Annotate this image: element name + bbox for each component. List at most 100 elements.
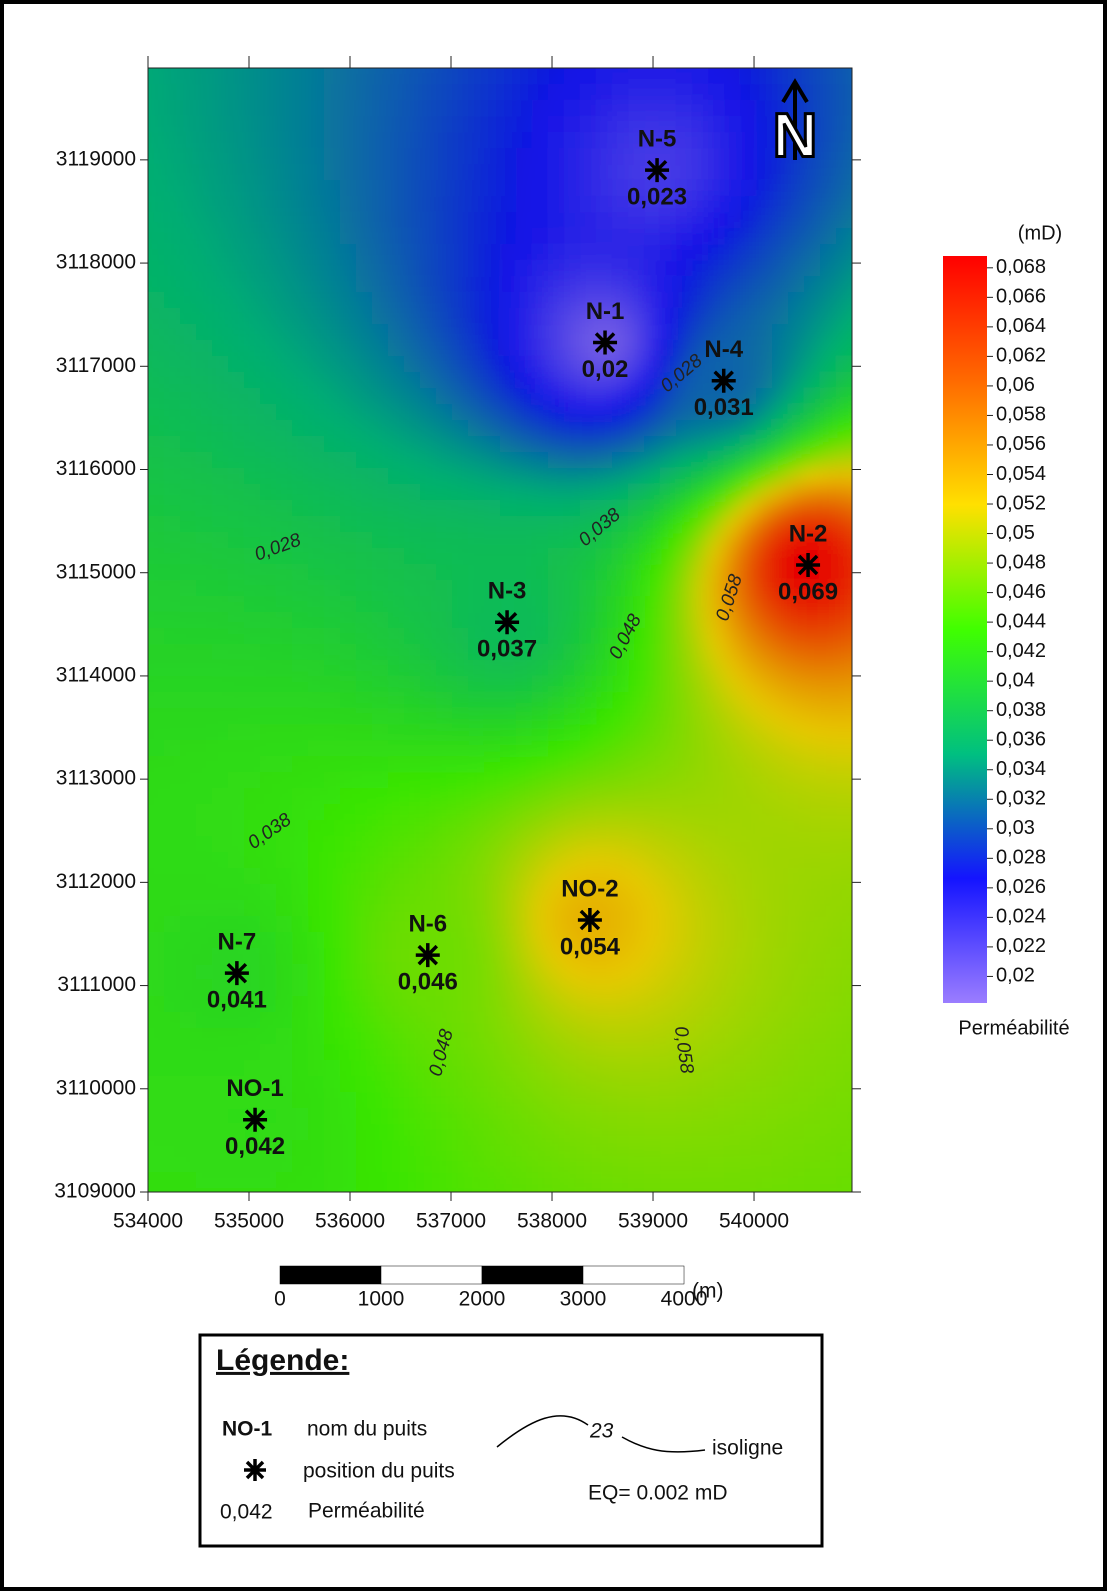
heat-cell — [772, 548, 789, 565]
heat-cell — [116, 532, 133, 549]
heat-cell — [820, 708, 837, 725]
heat-cell — [388, 996, 405, 1013]
heat-cell — [276, 164, 293, 181]
heat-cell — [228, 1076, 245, 1093]
heat-cell — [356, 228, 373, 245]
colorbar-tick-label: 0,032 — [996, 788, 1046, 810]
well-marker — [577, 908, 602, 933]
heat-cell — [692, 564, 709, 581]
heat-cell — [596, 900, 613, 917]
heat-cell — [788, 580, 805, 597]
heat-cell — [564, 692, 581, 709]
heat-cell — [388, 804, 405, 821]
heat-cell — [484, 852, 501, 869]
heat-cell — [228, 68, 245, 69]
heat-cell — [612, 452, 629, 469]
heat-cell — [676, 388, 693, 405]
heat-cell — [500, 212, 517, 229]
heat-cell — [612, 84, 629, 101]
heat-cell — [868, 308, 885, 325]
heat-cell — [484, 772, 501, 789]
heat-cell — [868, 1108, 885, 1125]
well-name: N-4 — [704, 336, 743, 363]
heat-cell — [708, 308, 725, 325]
heat-cell — [468, 724, 485, 741]
heat-cell — [548, 36, 565, 53]
heat-cell — [372, 1172, 389, 1189]
heat-cell — [676, 148, 693, 165]
heat-cell — [148, 1012, 165, 1029]
heat-cell — [244, 180, 261, 197]
heat-cell — [596, 772, 613, 789]
heat-cell — [628, 1092, 645, 1109]
heat-cell — [628, 68, 645, 69]
heat-cell — [228, 644, 245, 661]
heat-cell — [676, 1012, 693, 1029]
heat-cell — [356, 676, 373, 693]
heat-cell — [452, 84, 469, 101]
well-value: 0,037 — [477, 636, 537, 663]
heat-cell — [276, 596, 293, 613]
heat-cell — [836, 68, 852, 69]
heat-cell — [580, 100, 597, 117]
heat-cell — [708, 580, 725, 597]
heat-cell — [372, 228, 389, 245]
heat-cell — [468, 916, 485, 933]
plot-frame — [147, 67, 853, 1193]
heat-cell — [564, 68, 581, 85]
heat-cell — [500, 628, 517, 645]
heat-cell — [772, 964, 789, 981]
well-value: 0,041 — [207, 987, 267, 1014]
heat-cell — [772, 612, 789, 629]
heat-cell — [868, 756, 885, 773]
heat-cell — [148, 708, 149, 725]
heat-cell — [740, 36, 757, 53]
heat-cell — [724, 948, 741, 965]
heat-cell — [516, 676, 533, 693]
heat-cell — [564, 1044, 581, 1061]
heat-cell — [244, 724, 261, 741]
heat-cell — [516, 644, 533, 661]
heat-cell — [196, 164, 213, 181]
heat-cell — [228, 868, 245, 885]
heat-cell — [148, 308, 149, 325]
heat-cell — [484, 100, 501, 117]
heat-cell — [660, 36, 677, 53]
heat-cell — [820, 68, 837, 69]
heat-cell — [292, 596, 309, 613]
heat-cell — [580, 1060, 597, 1077]
heat-cell — [836, 964, 852, 981]
heat-cell — [212, 740, 229, 757]
heat-cell — [356, 932, 373, 949]
heat-cell — [276, 580, 293, 597]
heat-cell — [868, 1028, 885, 1045]
heat-cell — [500, 884, 517, 901]
heat-cell — [116, 1028, 133, 1045]
heat-cell — [148, 996, 165, 1013]
heat-cell — [612, 100, 629, 117]
heat-cell — [852, 804, 869, 821]
heat-cell — [820, 532, 837, 549]
heat-cell — [772, 132, 789, 149]
colorbar-tick-label: 0,024 — [996, 906, 1046, 928]
heat-cell — [436, 212, 453, 229]
heat-cell — [772, 148, 789, 165]
heat-cell — [772, 420, 789, 437]
heat-cell — [324, 356, 341, 373]
heat-cell — [340, 692, 357, 709]
heat-cell — [532, 708, 549, 725]
heat-cell — [532, 404, 549, 421]
heat-cell — [180, 788, 197, 805]
heat-cell — [452, 788, 469, 805]
heat-cell — [500, 820, 517, 837]
heat-cell — [324, 1108, 341, 1125]
heat-cell — [420, 1156, 437, 1173]
heat-cell — [196, 36, 213, 53]
heat-cell — [596, 1092, 613, 1109]
heat-cell — [692, 228, 709, 245]
heat-cell — [692, 596, 709, 613]
heat-cell — [356, 868, 373, 885]
heat-cell — [404, 1156, 421, 1173]
heat-cell — [228, 196, 245, 213]
heat-cell — [388, 100, 405, 117]
